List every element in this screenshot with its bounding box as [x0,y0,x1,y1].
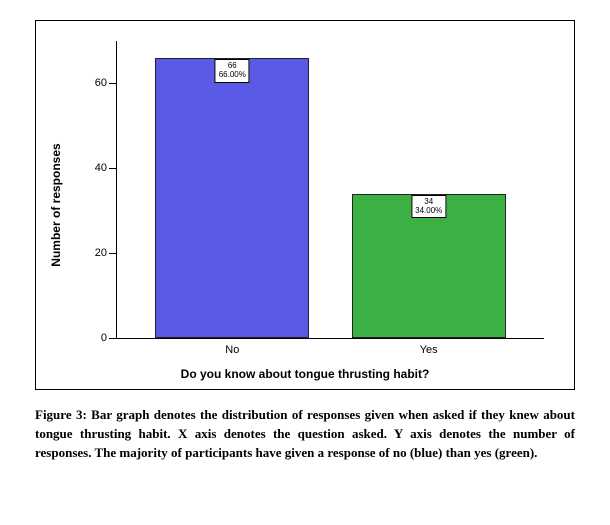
bar-no: 6666.00% [155,58,309,338]
bar-value-label: 6666.00% [215,59,250,83]
plot-area: 02040606666.00%No3434.00%Yes [116,41,544,339]
y-tick [109,253,117,254]
x-axis-title: Do you know about tongue thrusting habit… [181,367,430,381]
bar-yes: 3434.00% [352,194,506,338]
chart-outer-frame: Number of responses 02040606666.00%No343… [35,20,575,390]
y-tick-label: 60 [95,77,107,89]
y-axis-title: Number of responses [49,143,63,266]
x-tick-label: Yes [420,344,438,356]
y-tick [109,168,117,169]
y-tick-label: 0 [101,332,107,344]
x-tick-label: No [225,344,239,356]
bar-percent: 34.00% [415,207,442,216]
bar-percent: 66.00% [219,71,246,80]
y-tick-label: 20 [95,247,107,259]
y-tick [109,83,117,84]
figure-container: Number of responses 02040606666.00%No343… [0,0,610,525]
y-tick [109,338,117,339]
figure-caption: Figure 3: Bar graph denotes the distribu… [35,406,575,463]
bar-value-label: 3434.00% [411,195,446,219]
y-tick-label: 40 [95,162,107,174]
